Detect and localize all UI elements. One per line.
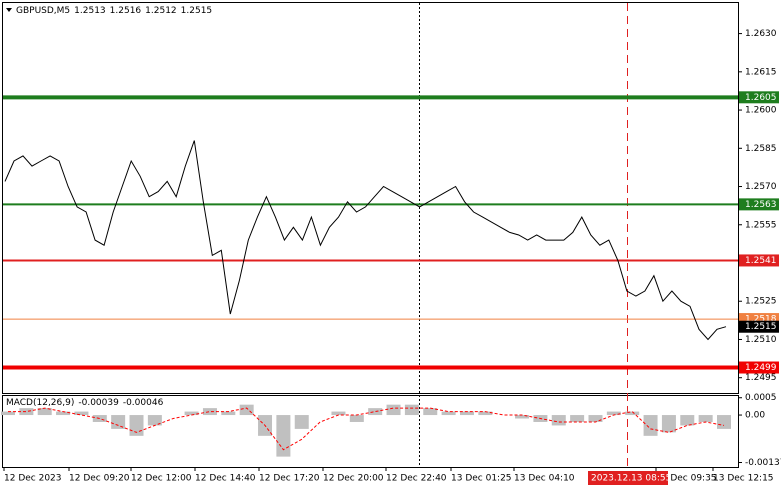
header-part: 1.2515 xyxy=(181,6,213,16)
macd-bar xyxy=(551,415,566,426)
macd-bar xyxy=(37,408,52,416)
header-part: 1.2516 xyxy=(110,6,142,16)
macd-bar xyxy=(478,411,493,416)
macd-bar xyxy=(1,411,15,416)
macd-bar xyxy=(184,411,199,416)
last-price-label: 1.2515 xyxy=(745,322,777,332)
macd-bar xyxy=(56,411,71,416)
y-tick-label: 1.2495 xyxy=(745,373,777,383)
header-part: GBPUSD,M5 xyxy=(16,6,70,16)
header-part: MACD(12,26,9) xyxy=(6,398,74,408)
macd-bar xyxy=(19,408,34,416)
x-tick-label: 12 Dec 17:20 xyxy=(259,474,320,484)
macd-bar xyxy=(386,404,401,416)
y-tick-label: 1.2555 xyxy=(745,220,777,230)
y-tick-label: 1.2600 xyxy=(745,106,777,116)
y-tick-label: 0.0005 xyxy=(745,393,777,403)
macd-frame xyxy=(2,395,739,468)
macd-bar xyxy=(588,415,603,422)
macd-bar xyxy=(643,415,658,436)
macd-bar xyxy=(404,404,419,416)
x-tick-label: 13 Dec 12:15 xyxy=(713,474,774,484)
header-part: -0.00039 xyxy=(78,398,119,408)
symbol-header: GBPUSD,M5 1.2513 1.2516 1.2512 1.2515 xyxy=(16,6,212,16)
symbol-arrow xyxy=(6,8,12,12)
macd-header: MACD(12,26,9) -0.00039 -0.00046 xyxy=(6,398,164,408)
signal-line xyxy=(8,407,725,451)
macd-bar xyxy=(515,415,530,419)
level-tag xyxy=(739,361,779,374)
x-tick-label: 13 Dec 01:25 xyxy=(451,474,512,484)
header-part: -0.00046 xyxy=(123,398,164,408)
y-tick-label: -0.00137 xyxy=(745,458,781,468)
macd-bar xyxy=(459,411,474,416)
x-tick-label: 12 Dec 20:00 xyxy=(323,474,384,484)
x-tick-label: 12 Dec 14:40 xyxy=(195,474,256,484)
price-line xyxy=(4,140,727,341)
level-label: 1.2605 xyxy=(745,93,777,103)
macd-bar xyxy=(698,415,713,422)
x-tick-label: 12 Dec 12:00 xyxy=(131,474,192,484)
macd-bar xyxy=(294,415,309,429)
macd-bar xyxy=(147,415,162,426)
header-part: 1.2513 xyxy=(74,6,106,16)
x-tick-label: 13 Dec 09:35 xyxy=(656,474,717,484)
macd-bar xyxy=(625,411,640,416)
x-tick-label: 12 Dec 09:20 xyxy=(69,474,130,484)
level-tag xyxy=(739,91,779,104)
y-tick-label: 1.2525 xyxy=(745,297,777,307)
y-tick-label: 1.2510 xyxy=(745,335,777,345)
macd-bar xyxy=(276,415,291,457)
macd-bar xyxy=(368,408,383,416)
macd-bar xyxy=(92,415,107,422)
macd-bar xyxy=(606,411,621,416)
level-label: 1.2518 xyxy=(745,315,777,325)
macd-bar xyxy=(239,404,254,416)
y-tick-label: 1.2570 xyxy=(745,182,777,192)
macd-bar xyxy=(570,415,585,422)
macd-bar xyxy=(661,415,676,433)
level-tag xyxy=(739,254,779,267)
main-frame xyxy=(2,2,739,394)
macd-bar xyxy=(111,415,126,429)
macd-bar xyxy=(74,411,89,416)
macd-bar xyxy=(423,408,438,416)
header-part: 1.2512 xyxy=(145,6,177,16)
level-tag xyxy=(739,198,779,211)
y-tick-label: 0.00 xyxy=(745,411,765,421)
level-label: 1.2541 xyxy=(745,256,777,266)
cursor-tag xyxy=(588,471,668,485)
y-tick-label: 1.2585 xyxy=(745,144,777,154)
macd-bar xyxy=(680,415,695,426)
y-tick-label: 1.2615 xyxy=(745,67,777,77)
cursor-label: 2023.12.13 08:55 xyxy=(591,474,671,484)
macd-bar xyxy=(221,411,236,416)
macd-bar xyxy=(331,411,346,416)
last-price-tag xyxy=(739,320,779,333)
x-tick-label: 12 Dec 2023 xyxy=(4,474,62,484)
macd-bar xyxy=(441,411,456,416)
x-tick-label: 13 Dec 04:10 xyxy=(514,474,575,484)
y-tick-label: 1.2630 xyxy=(745,29,777,39)
macd-bar xyxy=(202,408,217,416)
macd-bar xyxy=(717,415,731,429)
x-tick-label: 12 Dec 22:40 xyxy=(386,474,447,484)
macd-bar xyxy=(349,415,364,422)
level-label: 1.2563 xyxy=(745,200,777,210)
level-label: 1.2499 xyxy=(745,363,777,373)
